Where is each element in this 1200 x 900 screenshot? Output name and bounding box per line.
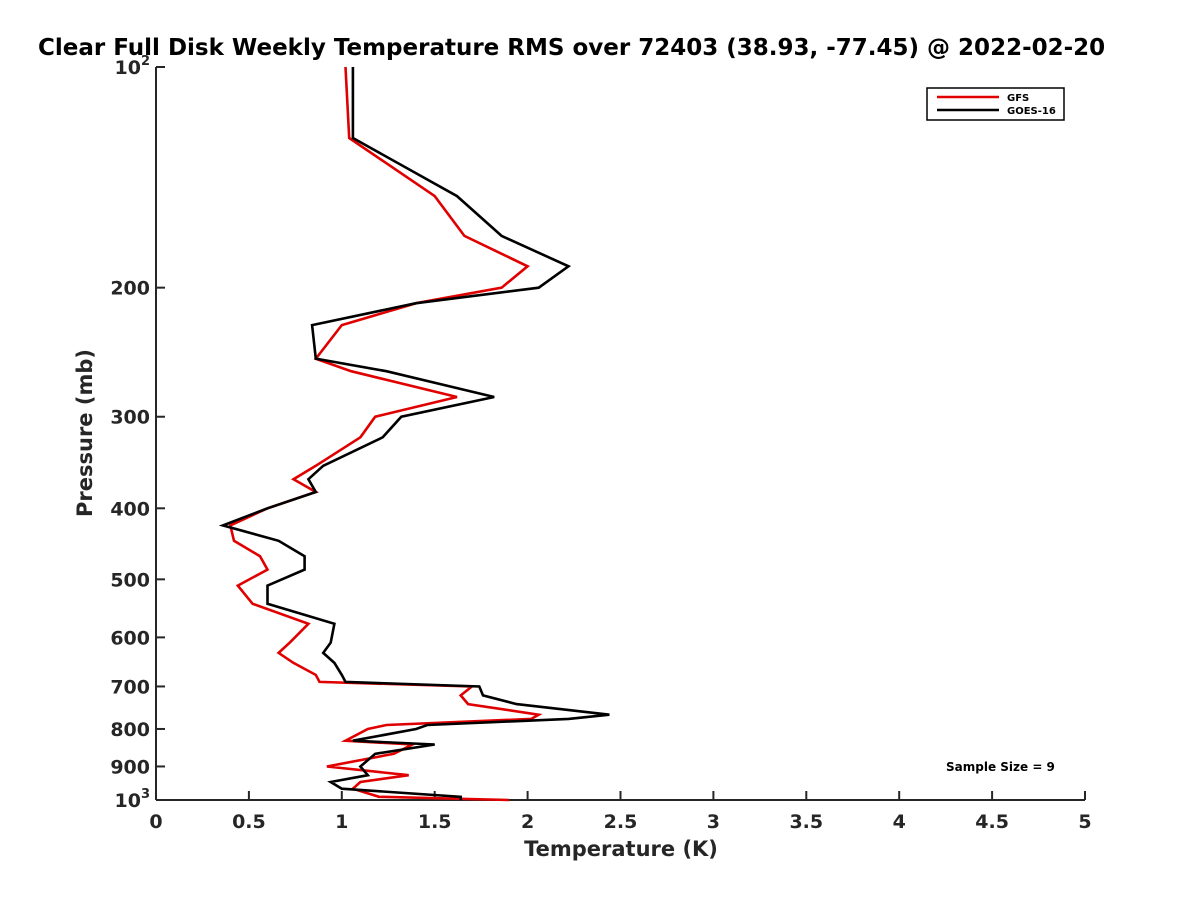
legend-box — [926, 87, 1065, 121]
y-tick-label: 102 — [115, 54, 151, 79]
x-tick-label: 0.5 — [232, 811, 266, 833]
x-tick-label: 4.5 — [975, 811, 1009, 833]
y-tick-label: 600 — [110, 627, 150, 649]
y-tick-label: 400 — [110, 498, 150, 520]
y-tick-label: 800 — [110, 719, 150, 741]
legend-label: GOES-16 — [1007, 106, 1056, 117]
legend-label: GFS — [1007, 93, 1029, 104]
y-tick-label: 300 — [110, 407, 150, 429]
y-axis-label: Pressure (mb) — [73, 349, 97, 517]
series-group — [218, 66, 610, 802]
y-tick-label: 103 — [115, 787, 151, 812]
legend: GFS GOES-16 — [926, 87, 1065, 121]
x-tick-label: 3.5 — [789, 811, 823, 833]
y-tick-label: 700 — [110, 676, 150, 698]
x-tick-label: 4 — [893, 811, 906, 833]
x-tick-label: 3 — [707, 811, 720, 833]
x-tick-label: 2.5 — [604, 811, 638, 833]
series-line-goes-16 — [218, 67, 610, 800]
x-tick-label: 2 — [521, 811, 534, 833]
x-axis-label: Temperature (K) — [524, 837, 718, 861]
y-tick-label: 200 — [110, 278, 150, 300]
chart-title: Clear Full Disk Weekly Temperature RMS o… — [38, 35, 1105, 61]
x-tick-label: 1.5 — [418, 811, 452, 833]
x-tick-label: 5 — [1078, 811, 1091, 833]
sample-size-annotation: Sample Size = 9 — [946, 760, 1055, 774]
y-tick-label: 500 — [110, 569, 150, 591]
axes: 0 0.5 1 1.5 2 2.5 3 3.5 4 4.5 5 102 200 300 400 500 600 7… — [110, 54, 1091, 833]
y-tick-label: 900 — [110, 756, 150, 778]
x-tick-label: 1 — [335, 811, 348, 833]
x-tick-label: 0 — [149, 811, 162, 833]
